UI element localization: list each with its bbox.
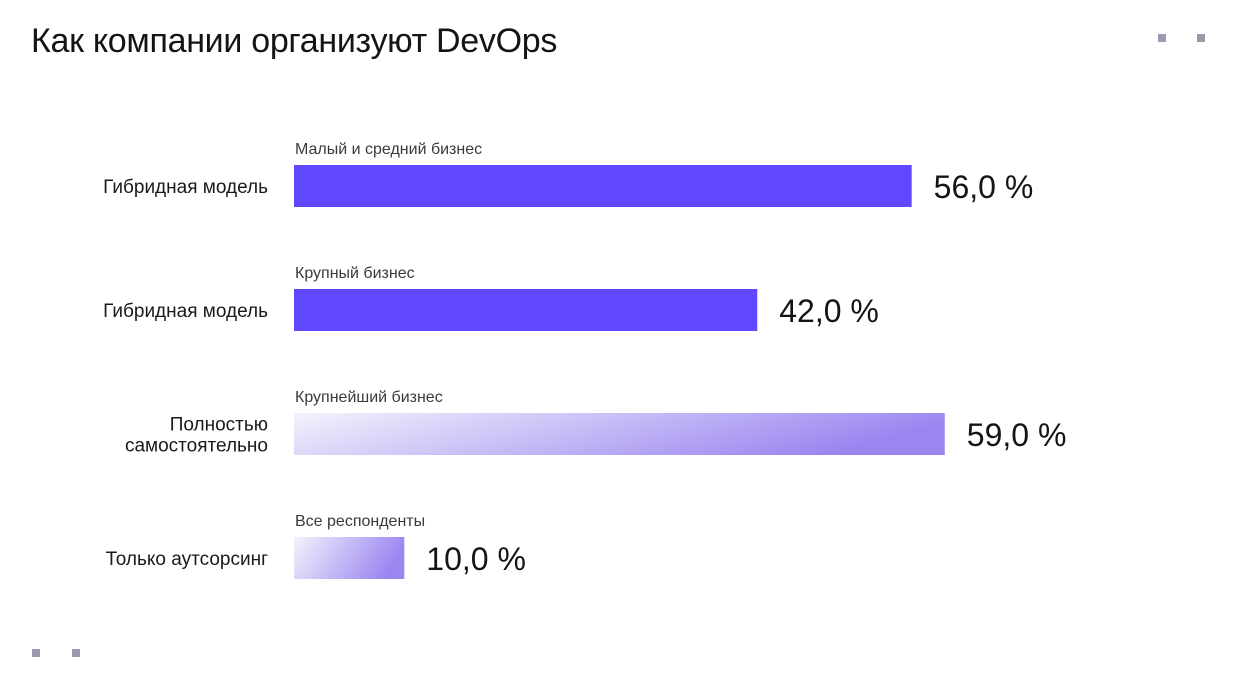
data-label: 10,0 % <box>426 541 526 577</box>
bars-layer: Малый и средний бизнес Гибридная модель 56… <box>103 141 1066 579</box>
bar <box>294 165 912 207</box>
bar <box>294 413 945 455</box>
decorative-dot-top-left <box>1158 34 1166 42</box>
category-label: Полностью <box>170 415 268 436</box>
page-title: Как компании организуют DevOps <box>31 22 558 60</box>
decorative-dot-top-right <box>1197 34 1205 42</box>
category-label: Только аутсорсинг <box>106 549 268 570</box>
category-label: самостоятельно <box>125 436 268 457</box>
decorative-dot-bottom-left <box>32 649 40 657</box>
bar <box>294 537 405 579</box>
data-label: 42,0 % <box>779 293 879 329</box>
bar-group-label: Крупнейший бизнес <box>295 389 443 406</box>
data-label: 59,0 % <box>967 417 1067 453</box>
bar-group-label: Все респонденты <box>295 513 425 530</box>
bar <box>294 289 758 331</box>
category-label: Гибридная модель <box>103 301 268 322</box>
bar-group-label: Крупный бизнес <box>295 265 415 282</box>
category-label: Гибридная модель <box>103 177 268 198</box>
bar-group-label: Малый и средний бизнес <box>295 141 482 158</box>
data-label: 56,0 % <box>934 169 1034 205</box>
decorative-dot-bottom-right <box>72 649 80 657</box>
